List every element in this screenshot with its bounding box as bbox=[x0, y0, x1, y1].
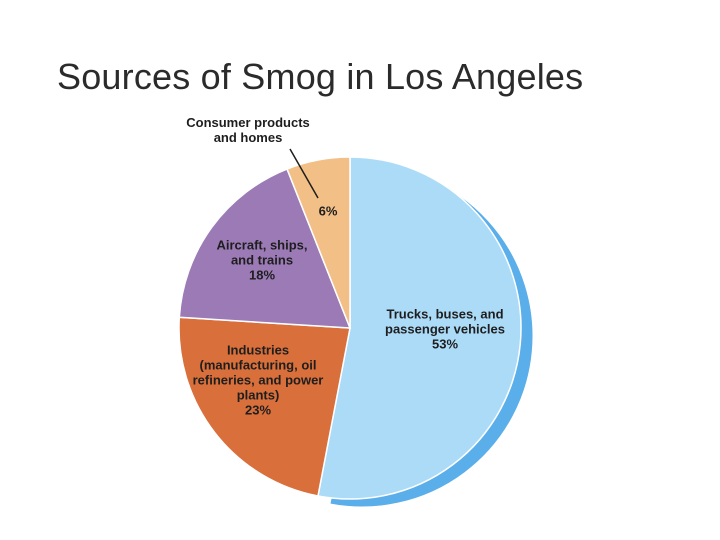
slice bbox=[286, 156, 351, 329]
value-label: 53% bbox=[431, 336, 459, 352]
value-label: 18% bbox=[248, 267, 276, 283]
category-label: Consumer products and homes bbox=[186, 115, 310, 145]
chart-title: Sources of Smog in Los Angeles bbox=[57, 56, 584, 97]
slice-label: Trucks, buses, and passenger vehicles 53% bbox=[370, 307, 520, 352]
value-label: 23% bbox=[244, 402, 272, 418]
slice bbox=[317, 156, 522, 500]
category-label: Industries (manufacturing, oil refinerie… bbox=[192, 342, 324, 403]
slice-label: Industries (manufacturing, oil refinerie… bbox=[188, 343, 328, 418]
category-label: Aircraft, ships, and trains bbox=[216, 237, 308, 268]
slice bbox=[178, 168, 352, 329]
category-label: Trucks, buses, and passenger vehicles bbox=[385, 306, 505, 337]
slice bbox=[178, 316, 351, 497]
slice-label: Consumer products and homes bbox=[178, 115, 318, 145]
slice-label: Aircraft, ships, and trains 18% bbox=[207, 238, 317, 283]
value-label: 6% bbox=[318, 203, 338, 219]
leader-line bbox=[289, 148, 319, 199]
